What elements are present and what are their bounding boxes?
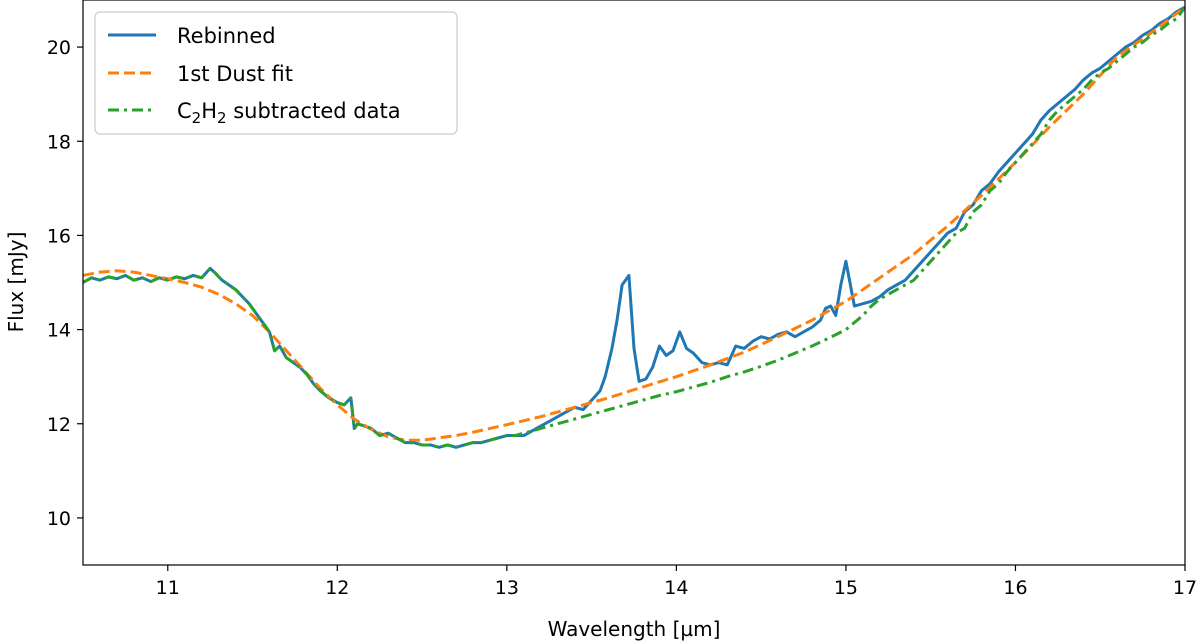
y-tick-label: 18 [47,131,71,153]
y-axis: 10 12 14 16 18 20 [47,37,83,530]
legend-box [94,11,458,135]
y-axis-label: Flux [mJy] [4,232,28,333]
y-tick-label: 20 [47,37,71,59]
series-line-c2h2 [83,6,1185,449]
x-axis: 11 12 13 14 15 16 17 [156,565,1197,599]
x-tick-label: 16 [1003,577,1027,599]
y-tick-label: 16 [47,225,71,247]
series-layer [83,5,1185,449]
y-tick-label: 10 [47,508,71,530]
x-tick-label: 12 [325,577,349,599]
legend-label-rebinned: Rebinned [177,24,276,48]
legend-label-c2h2: C2H2 subtracted data [177,99,401,127]
x-axis-label: Wavelength [µm] [548,617,721,641]
x-tick-label: 13 [495,577,519,599]
y-tick-label: 14 [47,320,71,342]
legend-label-dust: 1st Dust fit [177,62,293,86]
x-tick-label: 15 [834,577,858,599]
y-tick-label: 12 [47,414,71,436]
x-tick-label: 17 [1173,577,1197,599]
series-line-dust [83,5,1185,442]
legend: Rebinned 1st Dust fit C2H2 subtracted da… [94,11,458,135]
plot-frame [82,0,1186,566]
x-tick-label: 11 [156,577,180,599]
x-tick-label: 14 [664,577,688,599]
